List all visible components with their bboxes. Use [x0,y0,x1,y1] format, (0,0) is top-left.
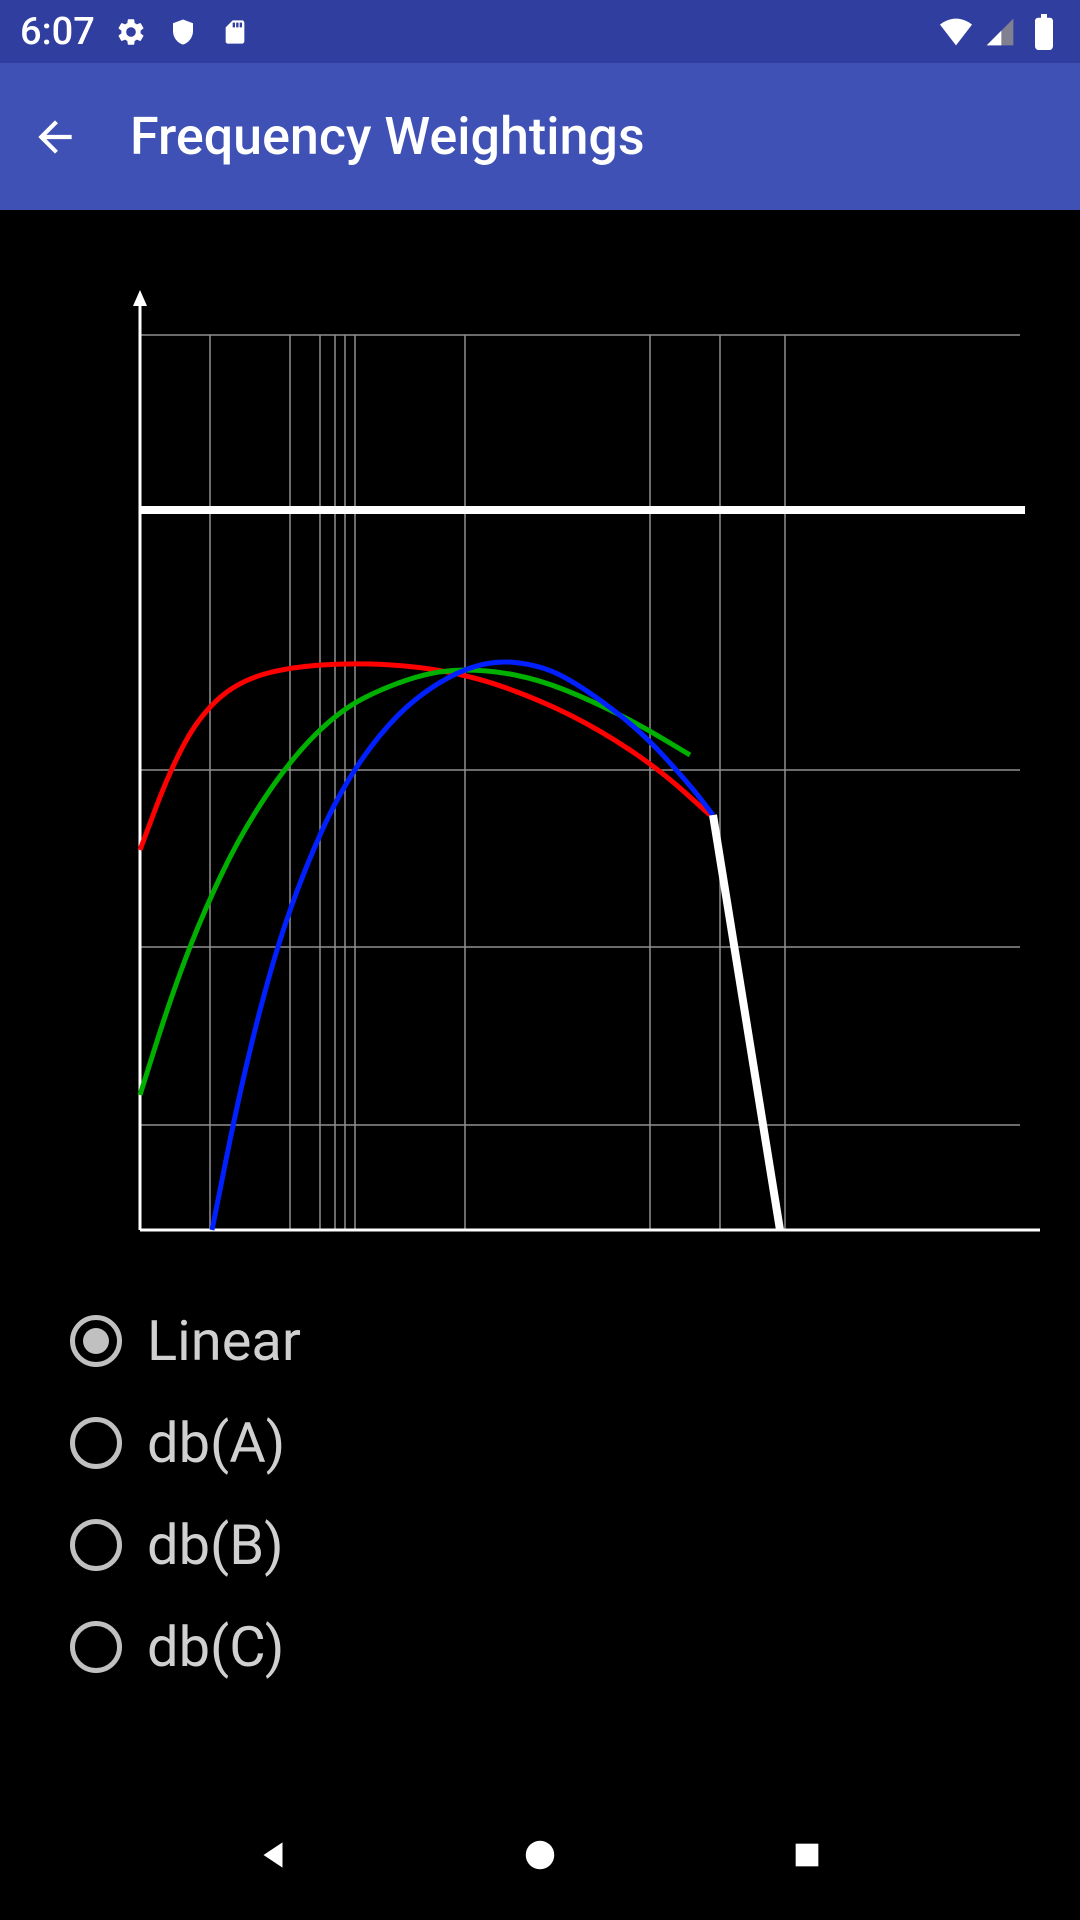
signal-icon [984,16,1016,48]
nav-recent-button[interactable] [782,1830,832,1880]
radio-label: db(C) [147,1614,284,1680]
chart-svg [40,270,1040,1240]
nav-home-button[interactable] [515,1830,565,1880]
radio-circle-icon [70,1621,122,1673]
radio-label: db(B) [147,1512,284,1578]
status-bar-left: 6:07 [20,10,251,54]
radio-label: Linear [147,1308,301,1374]
radio-option-dba[interactable]: db(A) [70,1392,1010,1494]
shield-icon [167,16,199,48]
status-time: 6:07 [20,10,95,54]
radio-option-linear[interactable]: Linear [70,1290,1010,1392]
sd-card-icon [219,16,251,48]
settings-icon [115,16,147,48]
nav-back-button[interactable] [248,1830,298,1880]
radio-circle-icon [70,1417,122,1469]
app-bar: Frequency Weightings [0,63,1080,210]
main-content: Linear db(A) db(B) db(C) [0,210,1080,1758]
radio-circle-icon [70,1315,122,1367]
status-bar-right [940,16,1060,48]
status-bar: 6:07 [0,0,1080,63]
radio-circle-icon [70,1519,122,1571]
battery-icon [1028,16,1060,48]
radio-label: db(A) [147,1410,285,1476]
wifi-icon [940,16,972,48]
radio-option-dbb[interactable]: db(B) [70,1494,1010,1596]
frequency-weighting-chart [40,270,1040,1240]
navigation-bar [0,1790,1080,1920]
back-button[interactable] [30,112,80,162]
weighting-radio-group: Linear db(A) db(B) db(C) [0,1240,1080,1698]
page-title: Frequency Weightings [130,106,645,167]
radio-option-dbc[interactable]: db(C) [70,1596,1010,1698]
